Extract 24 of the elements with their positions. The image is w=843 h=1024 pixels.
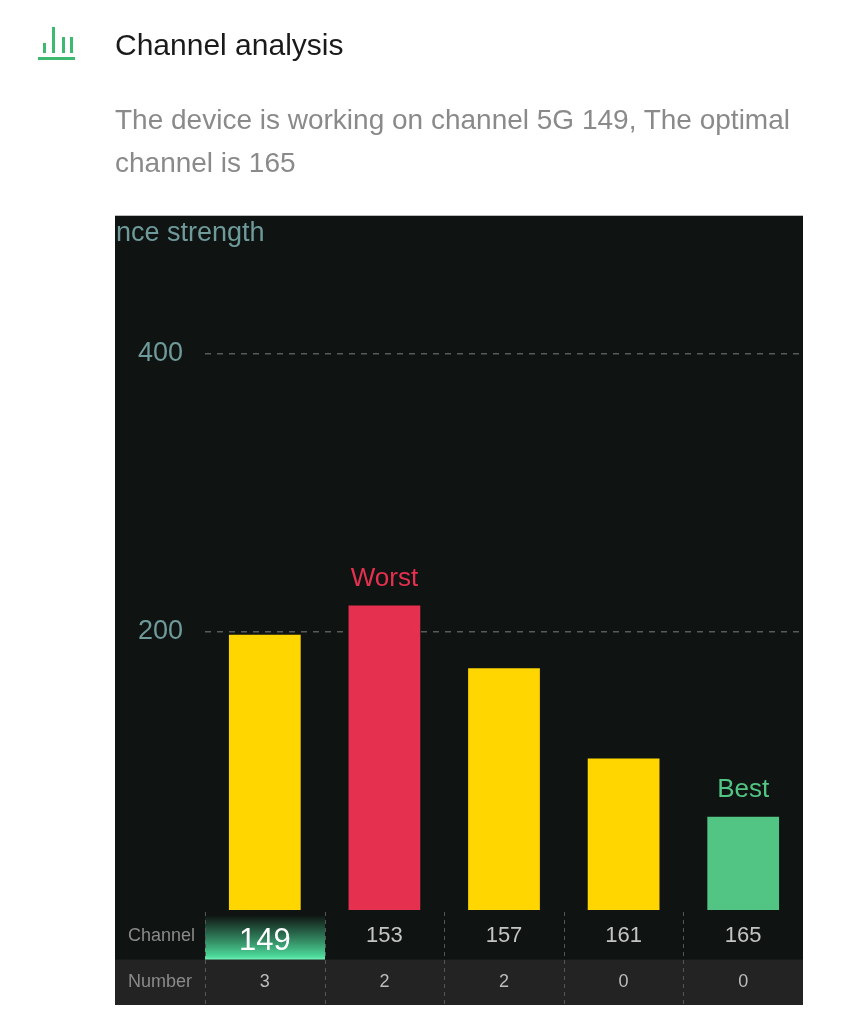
bar	[587, 758, 660, 910]
text: 0	[738, 971, 749, 992]
bar	[468, 668, 540, 910]
chart-subtitle: The device is working on channel 5G 149, The optimal channel is 165	[115, 103, 791, 180]
bar	[348, 605, 421, 910]
x-tick-label: 153	[366, 922, 403, 948]
x-tick-label: 161	[605, 922, 642, 948]
x-tick-label: 149	[238, 922, 291, 958]
x-tick-label: 157	[485, 922, 523, 948]
y-tick-label: 200	[137, 615, 183, 646]
x-tick-label: 165	[724, 922, 762, 948]
text: 3	[259, 971, 270, 992]
y-axis-title: nce strength	[116, 217, 265, 248]
text: Number	[128, 971, 193, 992]
y-tick-label: 400	[137, 337, 183, 368]
annotation: Worst	[350, 561, 419, 592]
text: 0	[618, 971, 629, 992]
chart-title: Channel analysis	[115, 28, 344, 62]
annotation: Best	[717, 773, 770, 804]
bar	[228, 634, 301, 910]
x-axis-title: Channel	[128, 924, 196, 945]
text: 2	[379, 971, 390, 992]
bar	[707, 816, 780, 910]
text: 2	[498, 971, 510, 992]
